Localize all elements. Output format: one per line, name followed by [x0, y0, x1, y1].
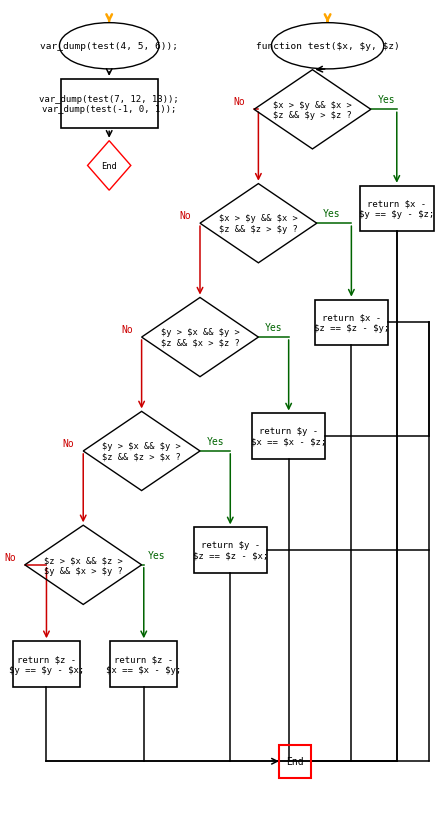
Text: $z > $x && $z >
$y && $x > $y ?: $z > $x && $z > $y && $x > $y ? [44, 556, 123, 575]
Text: Yes: Yes [323, 209, 341, 219]
Text: Yes: Yes [265, 323, 283, 332]
Text: return $y -
$x == $x - $z;: return $y - $x == $x - $z; [251, 427, 326, 447]
Text: return $z -
$x == $x - $y;: return $z - $x == $x - $y; [106, 654, 182, 674]
Text: Yes: Yes [206, 437, 224, 447]
Text: $x > $y && $x >
$z && $z > $y ?: $x > $y && $x > $z && $z > $y ? [219, 214, 298, 233]
Text: $y > $x && $y >
$z && $z > $x ?: $y > $x && $y > $z && $z > $x ? [102, 442, 181, 461]
Text: return $x -
$y == $y - $z;: return $x - $y == $y - $z; [359, 199, 434, 219]
Text: Yes: Yes [377, 95, 395, 105]
Text: function test($x, $y, $z): function test($x, $y, $z) [256, 42, 400, 51]
Text: $y > $x && $y >
$z && $x > $z ?: $y > $x && $y > $z && $x > $z ? [161, 328, 239, 347]
Text: End: End [101, 162, 117, 170]
Text: return $x -
$z == $z - $y;: return $x - $z == $z - $y; [314, 313, 389, 332]
Text: No: No [63, 438, 75, 448]
Text: return $z -
$y == $y - $x;: return $z - $y == $y - $x; [9, 654, 84, 674]
Text: No: No [234, 97, 245, 107]
Text: End: End [286, 757, 304, 767]
Text: return $y -
$z == $z - $x;: return $y - $z == $z - $x; [193, 541, 268, 560]
Text: No: No [4, 552, 16, 562]
Text: No: No [121, 324, 133, 334]
Text: No: No [180, 211, 191, 221]
Text: $x > $y && $x >
$z && $y > $z ?: $x > $y && $x > $z && $y > $z ? [273, 101, 352, 120]
Text: var_dump(test(4, 5, 6));: var_dump(test(4, 5, 6)); [40, 42, 178, 51]
Text: Yes: Yes [148, 550, 166, 560]
Text: var_dump(test(7, 12, 13));
var_dump(test(-1, 0, 1));: var_dump(test(7, 12, 13)); var_dump(test… [39, 95, 179, 114]
